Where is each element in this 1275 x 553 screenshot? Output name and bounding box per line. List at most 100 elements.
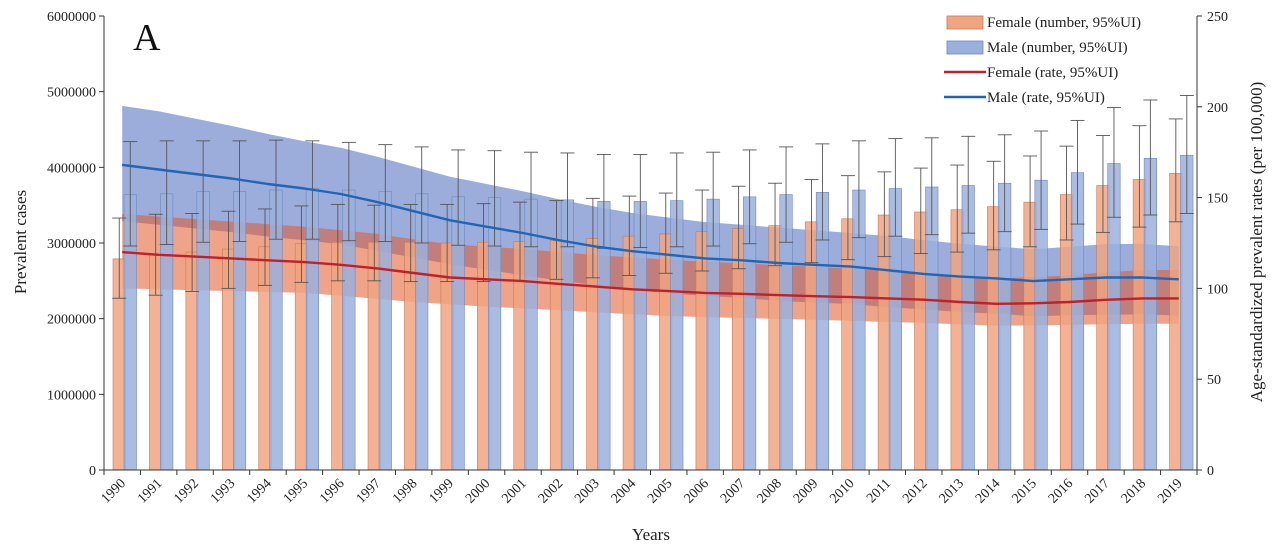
male-error-2013 [961,135,976,234]
female-error-1998 [403,203,418,283]
female-error-2003 [585,197,600,279]
male-error-2005 [669,152,684,248]
female-error-2013 [950,164,965,253]
female-error-2019 [1168,118,1183,223]
legend-item: Male (number, 95%UI) [946,40,1128,56]
female-error-2014 [986,160,1001,251]
y-tick-label: 5000000 [47,86,96,101]
y2-tick-label: 50 [1207,373,1221,388]
x-tick-label: 1996 [317,476,347,506]
x-tick-label: 1990 [99,476,129,506]
x-tick-label: 1998 [390,476,420,506]
y-tick-label: 0 [89,464,96,479]
female-error-2000 [476,203,491,283]
female-error-1995 [294,205,309,283]
x-tick-label: 2018 [1119,476,1149,506]
x-tick-label: 2009 [791,476,821,506]
male-error-2000 [487,150,502,247]
female-error-2007 [731,185,746,270]
y-tick-label: 4000000 [47,161,96,176]
female-error-2005 [658,192,673,274]
female-rate-line [122,250,1179,305]
male-error-1992 [196,140,211,243]
legend-swatch [946,15,984,30]
x-tick-label: 2010 [827,476,857,506]
male-error-1994 [268,139,283,240]
x-tick-label: 2006 [682,476,712,506]
male-error-2017 [1106,107,1121,218]
female-error-1990 [112,217,127,299]
x-tick-label: 2013 [937,476,967,506]
legend-label: Female (rate, 95%UI) [987,65,1118,81]
male-error-1997 [378,144,393,242]
y2-tick-label: 100 [1207,282,1228,297]
legend-label: Male (number, 95%UI) [987,40,1128,56]
error-bars [112,94,1194,299]
x-tick-label: 2012 [900,476,930,506]
x-tick-label: 2007 [718,476,748,506]
female-error-2012 [913,167,928,255]
x-tick-label: 2003 [572,476,602,506]
y2-tick-label: 250 [1207,10,1228,25]
legend-label: Female (number, 95%UI) [987,15,1141,31]
male-error-1993 [232,140,247,242]
x-tick-label: 2016 [1046,476,1076,506]
x-tick-label: 1999 [427,476,457,506]
legend-label: Male (rate, 95%UI) [987,90,1105,106]
y2-tick-label: 150 [1207,192,1228,207]
x-tick-label: 1992 [172,476,202,506]
x-tick-label: 2015 [1009,476,1039,506]
female-error-2004 [622,195,637,276]
female-error-2015 [1023,155,1038,248]
y-tick-label: 3000000 [47,237,96,252]
bars [112,154,1194,471]
female-error-1994 [257,208,272,286]
male-error-2002 [560,152,575,248]
male-error-2009 [815,143,830,241]
male-error-1990 [123,141,138,247]
male-error-2014 [997,134,1012,233]
x-tick-label: 2014 [973,476,1003,506]
x-tick-label: 1995 [281,476,311,506]
y2-tick-label: 0 [1207,464,1214,479]
y-tick-label: 2000000 [47,313,96,328]
legend-item: Female (number, 95%UI) [946,15,1141,31]
male-error-2006 [706,151,721,247]
female-error-2009 [804,178,819,264]
male-rate-line [122,163,1179,283]
panel-label: A [133,17,161,59]
female-error-1992 [185,213,200,292]
x-axis-title: Years [632,525,670,544]
female-error-2010 [840,175,855,261]
y-tick-label: 6000000 [47,10,96,25]
male-error-1996 [341,141,356,242]
legend-item: Male (rate, 95%UI) [944,90,1105,106]
male-error-1999 [451,149,466,246]
legend-item: Female (rate, 95%UI) [944,65,1118,81]
male-error-2016 [1070,119,1085,225]
male-error-2018 [1143,99,1158,216]
legend-swatch [946,40,984,55]
female-error-2017 [1095,135,1110,233]
x-tick-label: 2011 [864,476,894,506]
male-error-2001 [524,151,539,248]
x-tick-label: 2004 [609,476,639,506]
female-error-2011 [877,171,892,258]
male-error-2010 [851,140,866,239]
female-error-2018 [1132,125,1147,228]
x-tick-label: 1997 [354,476,384,506]
x-tick-label: 1993 [208,476,238,506]
y-tick-label: 1000000 [47,388,96,403]
male-error-2019 [1179,94,1194,214]
male-error-2015 [1034,130,1049,230]
female-error-1996 [330,203,345,282]
x-tick-label: 2000 [463,476,493,506]
x-tick-label: 1991 [135,476,165,506]
male-error-2004 [633,154,648,248]
x-tick-label: 2001 [499,476,529,506]
male-error-1998 [414,146,429,244]
female-error-1993 [221,210,236,289]
male-error-2012 [924,137,939,236]
female-error-2016 [1059,145,1074,241]
female-error-1999 [440,203,455,283]
